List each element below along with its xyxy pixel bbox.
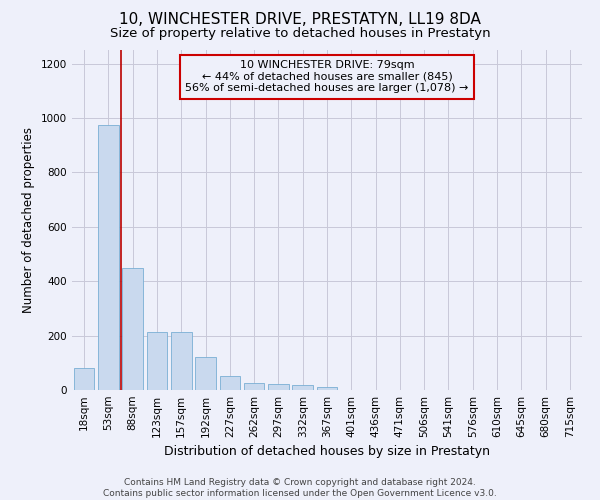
Bar (244, 383, 265, 390)
Text: 10, WINCHESTER DRIVE, PRESTATYN, LL19 8DA: 10, WINCHESTER DRIVE, PRESTATYN, LL19 8D… (119, 12, 481, 28)
Bar (195, 358, 216, 390)
Text: 10 WINCHESTER DRIVE: 79sqm
← 44% of detached houses are smaller (845)
56% of sem: 10 WINCHESTER DRIVE: 79sqm ← 44% of deta… (185, 60, 469, 94)
Bar (220, 376, 240, 390)
Bar (146, 332, 167, 390)
Y-axis label: Number of detached properties: Number of detached properties (22, 127, 35, 313)
Bar (98, 125, 119, 390)
Bar (74, 368, 94, 390)
X-axis label: Distribution of detached houses by size in Prestatyn: Distribution of detached houses by size … (164, 446, 490, 458)
Bar (122, 268, 143, 390)
Text: Contains HM Land Registry data © Crown copyright and database right 2024.
Contai: Contains HM Land Registry data © Crown c… (103, 478, 497, 498)
Bar (268, 384, 289, 390)
Bar (292, 384, 313, 390)
Text: Size of property relative to detached houses in Prestatyn: Size of property relative to detached ho… (110, 28, 490, 40)
Bar (317, 386, 337, 390)
Bar (171, 332, 191, 390)
